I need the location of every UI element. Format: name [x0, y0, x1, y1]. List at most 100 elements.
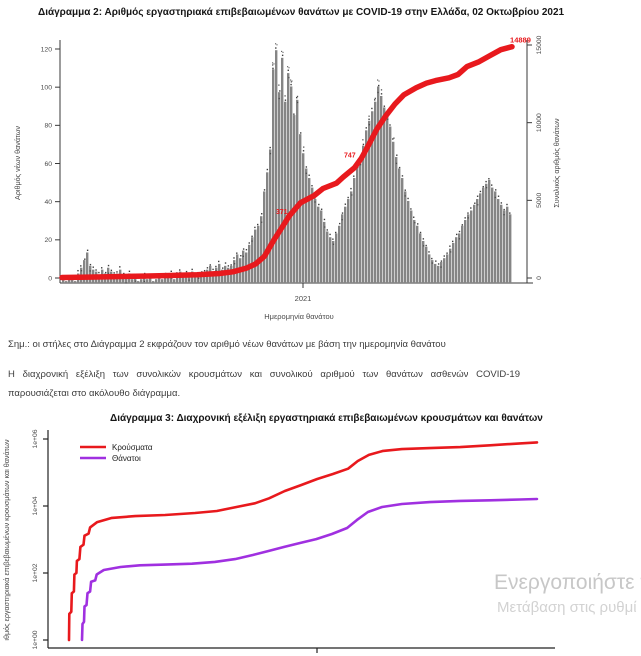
bar — [71, 279, 74, 283]
chart2-note: Σημ.: οι στήλες στο Διάγραμμα 2 εκφράζου… — [8, 339, 446, 350]
bar — [284, 101, 287, 283]
bar — [149, 277, 152, 283]
bar — [356, 168, 359, 283]
bar — [386, 115, 389, 283]
c2-annotation: 747 — [344, 152, 356, 159]
bar — [407, 200, 410, 283]
bar — [254, 229, 257, 283]
bar — [449, 248, 452, 283]
bar — [371, 111, 374, 284]
svg-text:0: 0 — [536, 276, 543, 280]
bar — [188, 275, 191, 283]
bar — [269, 149, 272, 283]
bar — [344, 206, 347, 283]
bar — [317, 206, 320, 283]
bar — [155, 279, 158, 283]
bar — [473, 204, 476, 283]
bar — [419, 233, 422, 283]
bar — [506, 206, 509, 283]
bar — [200, 273, 203, 283]
bar — [374, 101, 377, 283]
bar — [65, 281, 68, 283]
bar — [389, 126, 392, 283]
c2-xlabel: Ημερομηνία θανάτου — [264, 312, 334, 321]
bar — [335, 233, 338, 283]
legend-label: Κρούσματα — [112, 443, 153, 452]
svg-text:1e+02: 1e+02 — [32, 563, 39, 582]
c2-ylabel-right: Συνολικός αριθμός θανάτων — [552, 118, 561, 208]
activation-watermark-line1: Ενεργοποιήστε τ — [494, 571, 641, 594]
bar — [167, 277, 170, 283]
chart3-figure: 1e+00 1e+02 1e+04 1e+06 ιθμός εργαστηριακά ε… — [2, 429, 555, 653]
bar — [182, 277, 185, 283]
bar — [146, 279, 149, 283]
bar — [257, 225, 260, 283]
bar — [362, 145, 365, 283]
chart2-figure: 0 20 40 60 80 100 120 0 5000 10000 15000 Αριθμός νέ… — [13, 35, 561, 321]
svg-text:20: 20 — [44, 237, 52, 244]
bar — [368, 120, 371, 284]
bar — [491, 187, 494, 283]
bar — [134, 277, 137, 283]
bar — [422, 241, 425, 283]
bar — [485, 183, 488, 283]
svg-text:1e+00: 1e+00 — [32, 630, 39, 649]
bar — [302, 153, 305, 283]
activation-watermark-line2: Μετάβαση στις ρυθμί — [497, 599, 637, 616]
bar — [125, 277, 128, 283]
bar — [74, 281, 77, 283]
svg-text:1e+06: 1e+06 — [32, 429, 39, 448]
bar — [308, 178, 311, 283]
bar — [212, 271, 215, 283]
bar — [413, 220, 416, 283]
bar — [398, 168, 401, 283]
bar — [260, 216, 263, 283]
bar — [131, 279, 134, 283]
chart3-title: Διάγραμμα 3: Διαχρονική εξέλιξη εργαστηρ… — [110, 413, 543, 424]
bar — [197, 275, 200, 283]
bar — [287, 73, 290, 283]
bar — [62, 279, 65, 283]
svg-text:100: 100 — [41, 84, 53, 91]
series-line — [80, 497, 539, 642]
bar — [425, 246, 428, 283]
bar — [293, 115, 296, 283]
bar — [434, 263, 437, 283]
bar — [470, 210, 473, 283]
bar — [416, 225, 419, 283]
series-line — [67, 441, 539, 642]
c2-annotation: 371 — [276, 209, 288, 216]
bar — [176, 275, 179, 283]
bar — [359, 158, 362, 283]
bar — [86, 252, 89, 283]
svg-text:15000: 15000 — [536, 35, 543, 54]
bar — [311, 187, 314, 283]
bar — [314, 199, 317, 283]
bar — [203, 273, 206, 283]
bar — [443, 258, 446, 283]
bar — [320, 210, 323, 283]
svg-text:40: 40 — [44, 199, 52, 206]
bar — [395, 157, 398, 283]
bar — [401, 178, 404, 283]
bar — [461, 225, 464, 283]
bar — [494, 191, 497, 283]
bar — [332, 241, 335, 283]
bar — [227, 267, 230, 283]
bar — [488, 179, 491, 283]
bar — [503, 210, 506, 283]
bar — [458, 233, 461, 283]
svg-text:10000: 10000 — [536, 113, 543, 132]
bar — [83, 260, 86, 283]
bar — [329, 237, 332, 283]
bar — [350, 191, 353, 283]
bar — [275, 50, 278, 283]
bar — [323, 221, 326, 283]
bar — [482, 187, 485, 283]
svg-text:80: 80 — [44, 123, 52, 130]
bar — [497, 199, 500, 283]
c2-total-annotation: 14889 — [510, 35, 531, 44]
bar — [173, 279, 176, 283]
bar — [404, 191, 407, 283]
